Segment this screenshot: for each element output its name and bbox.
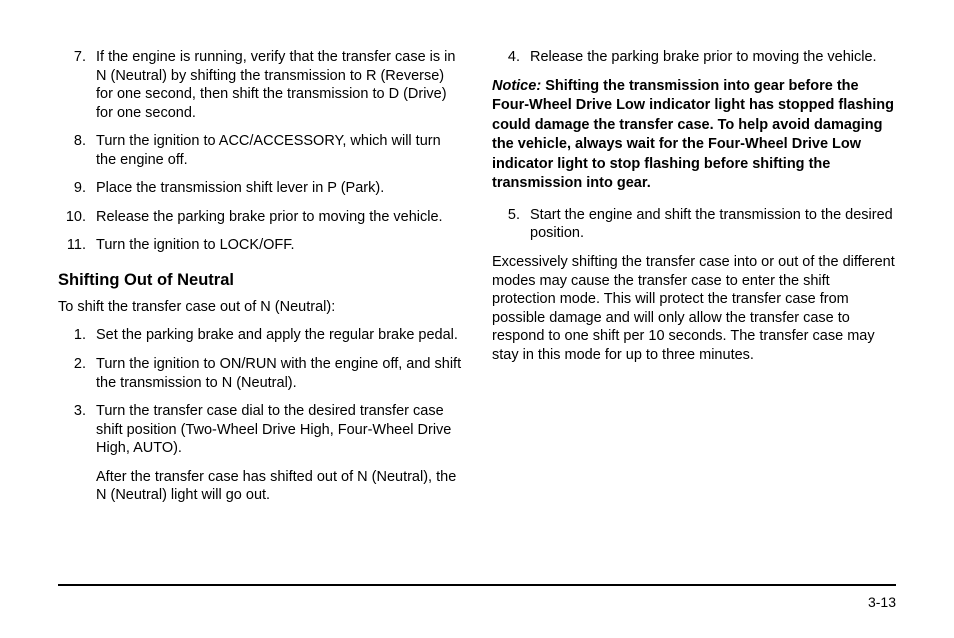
item-text: Set the parking brake and apply the regu… [96,326,462,345]
shifting-out-procedure-list-continued-2: 5. Start the engine and shift the transm… [492,206,896,243]
item-text: Release the parking brake prior to movin… [530,48,896,67]
shifting-out-procedure-list: 1. Set the parking brake and apply the r… [58,326,462,504]
item-text: Turn the ignition to LOCK/OFF. [96,236,462,255]
item-number: 3. [58,402,96,505]
continued-procedure-list: 7. If the engine is running, verify that… [58,48,462,255]
item-text: Turn the ignition to ON/RUN with the eng… [96,355,462,392]
footer-rule [58,584,896,586]
item-number: 1. [58,326,96,345]
item-number: 4. [492,48,530,67]
list-item: 2. Turn the ignition to ON/RUN with the … [58,355,462,392]
item-number: 5. [492,206,530,243]
item-number: 7. [58,48,96,122]
list-item: 10. Release the parking brake prior to m… [58,208,462,227]
intro-paragraph: To shift the transfer case out of N (Neu… [58,298,462,317]
two-column-layout: 7. If the engine is running, verify that… [58,48,896,515]
item-number: 11. [58,236,96,255]
list-item: 5. Start the engine and shift the transm… [492,206,896,243]
list-item: 3. Turn the transfer case dial to the de… [58,402,462,505]
item-text: Place the transmission shift lever in P … [96,179,462,198]
list-item: 8. Turn the ignition to ACC/ACCESSORY, w… [58,132,462,169]
right-column: 4. Release the parking brake prior to mo… [492,48,896,515]
item-text: Release the parking brake prior to movin… [96,208,462,227]
item-text: Start the engine and shift the transmiss… [530,206,896,243]
item-number: 10. [58,208,96,227]
shifting-out-procedure-list-continued: 4. Release the parking brake prior to mo… [492,48,896,67]
item-text: Turn the ignition to ACC/ACCESSORY, whic… [96,132,462,169]
list-item: 7. If the engine is running, verify that… [58,48,462,122]
list-item: 9. Place the transmission shift lever in… [58,179,462,198]
list-item: 11. Turn the ignition to LOCK/OFF. [58,236,462,255]
notice-body: Shifting the transmission into gear befo… [492,78,894,192]
notice-block: Notice: Shifting the transmission into g… [492,77,896,194]
item-number: 8. [58,132,96,169]
item-text: Turn the transfer case dial to the desir… [96,402,462,505]
item-number: 9. [58,179,96,198]
page-number: 3-13 [868,594,896,610]
item-text: If the engine is running, verify that th… [96,48,462,122]
section-heading: Shifting Out of Neutral [58,271,462,290]
list-item: 1. Set the parking brake and apply the r… [58,326,462,345]
notice-label: Notice: [492,78,541,94]
left-column: 7. If the engine is running, verify that… [58,48,462,515]
closing-paragraph: Excessively shifting the transfer case i… [492,253,896,364]
item-followup: After the transfer case has shifted out … [96,468,462,505]
list-item: 4. Release the parking brake prior to mo… [492,48,896,67]
item-number: 2. [58,355,96,392]
item-text-main: Turn the transfer case dial to the desir… [96,403,451,456]
manual-page: 7. If the engine is running, verify that… [0,0,954,638]
